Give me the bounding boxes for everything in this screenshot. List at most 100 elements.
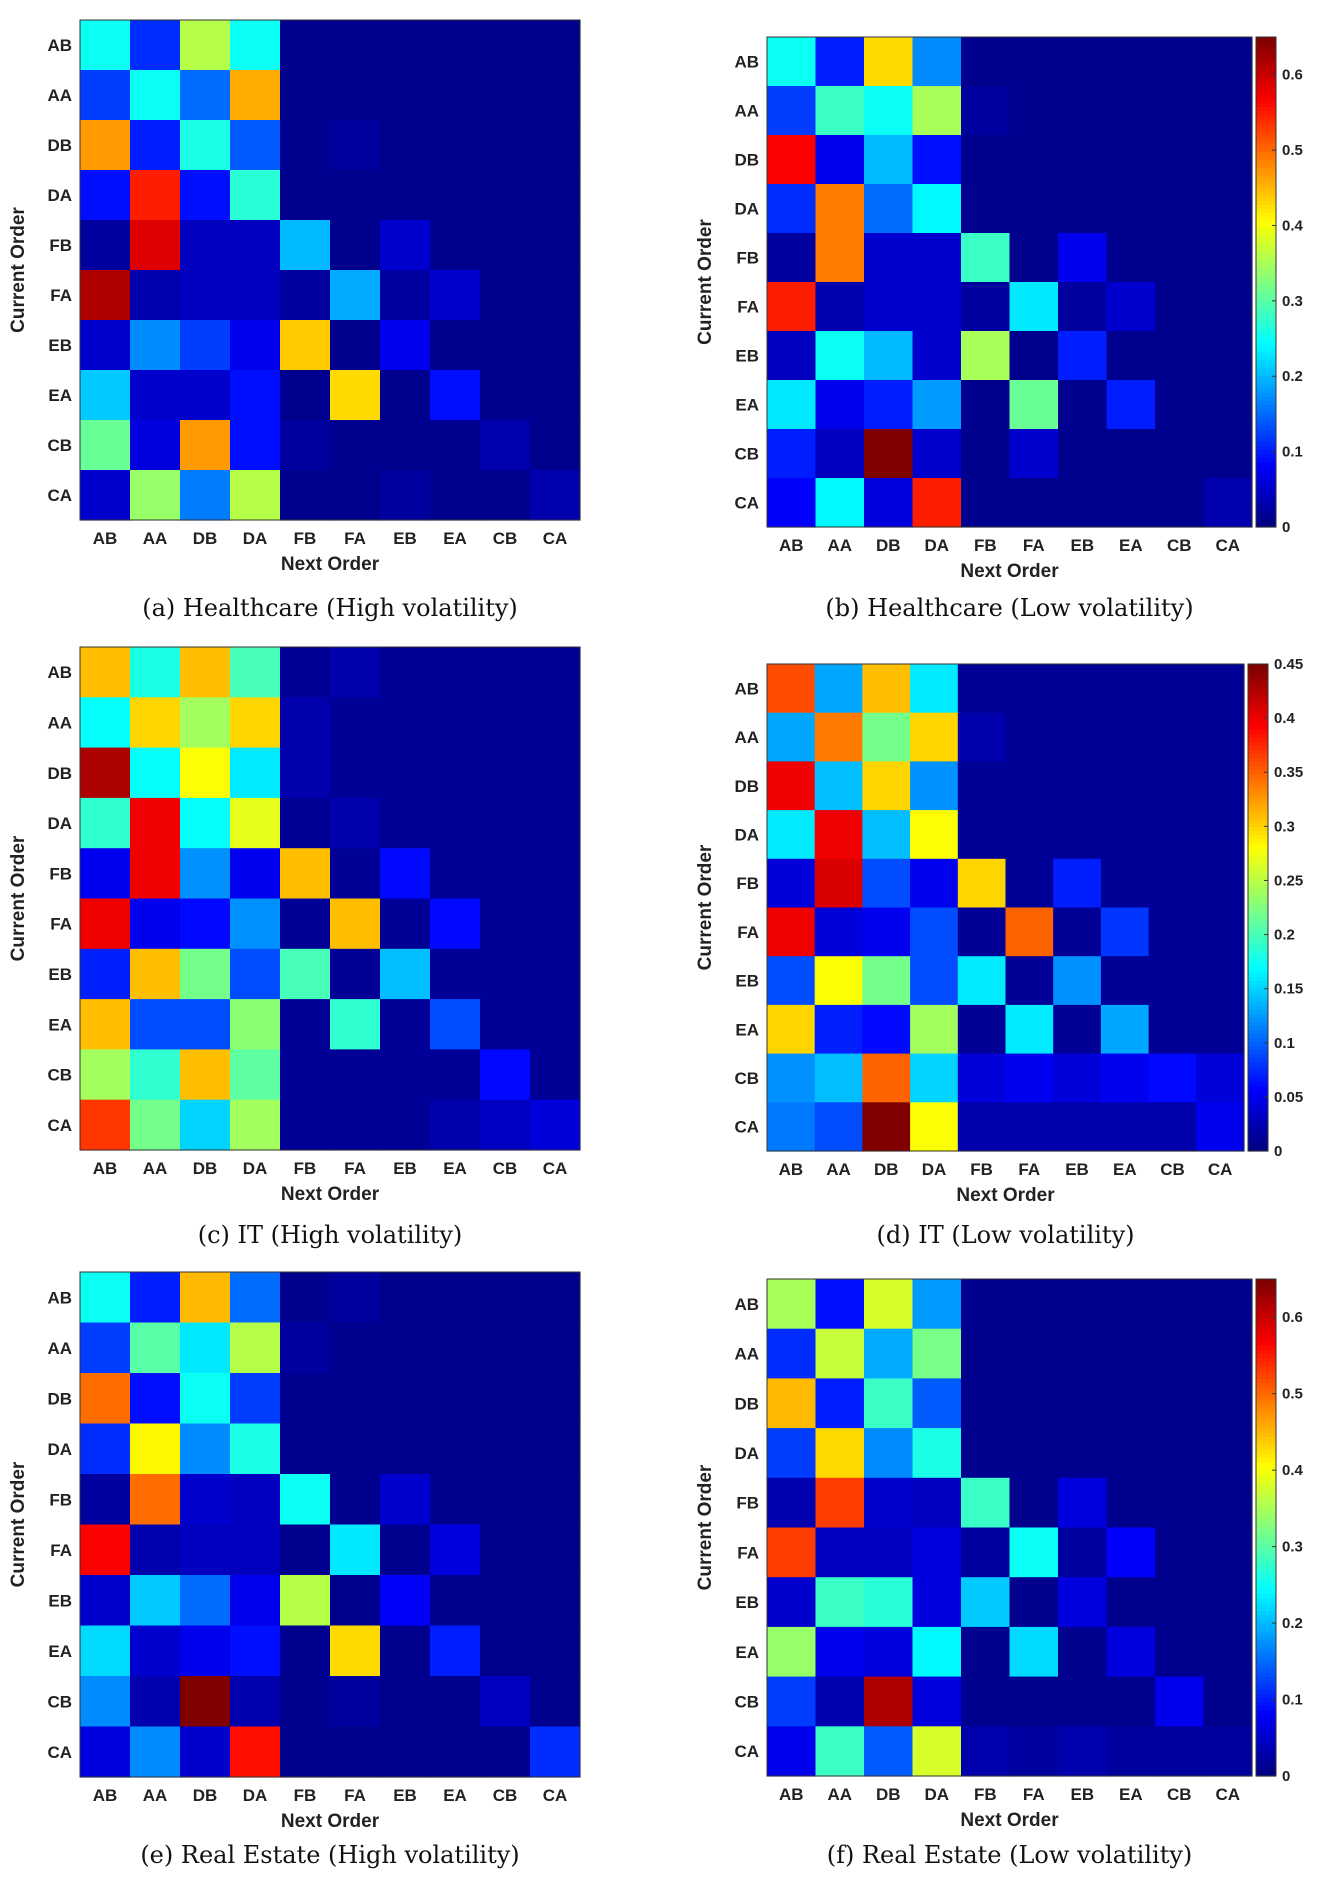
colorbar-segment bbox=[1256, 1328, 1276, 1334]
colorbar-tick-label: 0 bbox=[1282, 1768, 1290, 1785]
heatmap-cell bbox=[1009, 1527, 1059, 1578]
colorbar-tick-label: 0.5 bbox=[1282, 142, 1303, 159]
colorbar-segment bbox=[1256, 41, 1276, 46]
heatmap-cell bbox=[230, 898, 281, 950]
heatmap-cell bbox=[480, 948, 531, 1000]
colorbar-segment bbox=[1256, 1382, 1276, 1388]
heatmap-cell bbox=[230, 120, 281, 171]
heatmap-cell bbox=[961, 1676, 1011, 1727]
heatmap-cell bbox=[230, 1676, 281, 1728]
heatmap-cell bbox=[862, 1053, 911, 1103]
heatmap-cell bbox=[957, 664, 1007, 714]
colorbar-segment bbox=[1248, 737, 1268, 742]
heatmap-cell bbox=[961, 135, 1011, 185]
heatmap-cell bbox=[80, 797, 131, 849]
colorbar-segment bbox=[1256, 310, 1276, 316]
colorbar-segment bbox=[1248, 692, 1268, 698]
colorbar-segment bbox=[1256, 490, 1276, 495]
colorbar-segment bbox=[1248, 1053, 1268, 1059]
heatmap-cell bbox=[1203, 86, 1253, 136]
heatmap-cell bbox=[280, 697, 331, 749]
heatmap-cell bbox=[330, 848, 381, 900]
colorbar-segment bbox=[1256, 1647, 1276, 1653]
x-tick-label: AA bbox=[143, 1159, 168, 1178]
heatmap-cell bbox=[767, 233, 817, 283]
heatmap-cell bbox=[1196, 858, 1245, 909]
heatmap-cell bbox=[380, 898, 431, 950]
colorbar-segment bbox=[1248, 931, 1268, 937]
colorbar-segment bbox=[1256, 478, 1276, 483]
y-axis-label: Current Order bbox=[695, 219, 716, 345]
heatmap-cell bbox=[430, 120, 481, 171]
heatmap-cell bbox=[180, 1049, 231, 1101]
colorbar-segment bbox=[1256, 322, 1276, 328]
x-axis-label: Next Order bbox=[956, 1185, 1055, 1206]
heatmap-cell bbox=[1053, 956, 1102, 1006]
heatmap-cell bbox=[480, 370, 531, 421]
heatmap-cell bbox=[430, 1726, 481, 1778]
heatmap-cell bbox=[1005, 907, 1054, 957]
heatmap-cell bbox=[180, 848, 231, 900]
heatmap-cell bbox=[380, 1322, 431, 1374]
heatmap-cell bbox=[380, 797, 431, 849]
colorbar-segment bbox=[1256, 126, 1276, 132]
heatmap-cell bbox=[80, 1625, 131, 1677]
heatmap-cell bbox=[430, 1625, 481, 1677]
colorbar-segment bbox=[1248, 1102, 1268, 1107]
y-tick-label: AA bbox=[47, 86, 72, 105]
colorbar-tick-label: 0.2 bbox=[1274, 927, 1295, 944]
heatmap-cell bbox=[180, 898, 231, 950]
colorbar-segment bbox=[1256, 208, 1276, 214]
heatmap-cell bbox=[530, 1625, 581, 1677]
heatmap-cell bbox=[130, 1474, 181, 1526]
heatmap-cell bbox=[910, 1053, 959, 1103]
heatmap-cell bbox=[180, 1676, 231, 1728]
heatmap-cell bbox=[862, 712, 911, 762]
x-tick-label: DB bbox=[193, 1159, 218, 1178]
x-tick-label: CA bbox=[1216, 536, 1241, 555]
heatmap-cell bbox=[280, 1524, 331, 1576]
panel-caption: (d) IT (Low volatility) bbox=[877, 1221, 1135, 1249]
y-axis-label: Current Order bbox=[695, 1464, 716, 1590]
heatmap-cell bbox=[1106, 429, 1156, 479]
heatmap-cell bbox=[80, 1474, 131, 1526]
colorbar-segment bbox=[1256, 1336, 1276, 1342]
colorbar-segment bbox=[1256, 347, 1276, 353]
heatmap-cell bbox=[1058, 478, 1108, 528]
colorbar-segment bbox=[1256, 102, 1276, 108]
y-tick-label: AB bbox=[734, 53, 759, 72]
heatmap-cell bbox=[480, 1423, 531, 1475]
colorbar-segment bbox=[1248, 704, 1268, 710]
heatmap-cell bbox=[1009, 233, 1059, 283]
heatmap-cell bbox=[280, 220, 331, 271]
colorbar-segment bbox=[1256, 53, 1276, 59]
x-tick-label: CB bbox=[1167, 536, 1192, 555]
heatmap-cell bbox=[180, 1625, 231, 1677]
colorbar-segment bbox=[1256, 1415, 1276, 1421]
colorbar-segment bbox=[1248, 1004, 1268, 1010]
heatmap-cell bbox=[380, 747, 431, 799]
heatmap-cell bbox=[180, 1272, 231, 1324]
heatmap-cell bbox=[130, 898, 181, 950]
heatmap-cell bbox=[767, 86, 817, 136]
colorbar-segment bbox=[1256, 1726, 1276, 1732]
heatmap-cell bbox=[910, 810, 959, 860]
panel-caption: (f) Real Estate (Low volatility) bbox=[827, 1841, 1193, 1869]
colorbar-segment bbox=[1256, 1560, 1276, 1566]
heatmap-cell bbox=[380, 1625, 431, 1677]
heatmap-cell bbox=[912, 1328, 962, 1379]
colorbar-segment bbox=[1256, 514, 1276, 520]
colorbar-segment bbox=[1256, 77, 1276, 83]
heatmap-cell bbox=[180, 1099, 231, 1151]
heatmap-cell bbox=[130, 1049, 181, 1101]
heatmap-cell bbox=[480, 999, 531, 1050]
colorbar-tick-label: 0.2 bbox=[1282, 368, 1303, 385]
colorbar-segment bbox=[1248, 1073, 1268, 1079]
heatmap-cell bbox=[767, 1053, 816, 1103]
heatmap-cell bbox=[862, 1004, 911, 1055]
colorbar-segment bbox=[1256, 1730, 1276, 1736]
colorbar-segment bbox=[1256, 433, 1276, 438]
colorbar-segment bbox=[1256, 130, 1276, 136]
heatmap-cell bbox=[380, 1272, 431, 1324]
heatmap-cell bbox=[430, 999, 481, 1050]
